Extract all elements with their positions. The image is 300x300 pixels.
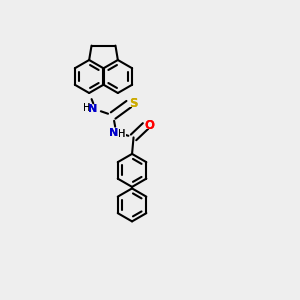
Text: S: S [129, 97, 138, 110]
Text: N: N [109, 128, 118, 138]
FancyBboxPatch shape [145, 121, 154, 129]
Text: H: H [83, 103, 90, 113]
Text: N: N [109, 128, 118, 138]
Text: H: H [83, 103, 90, 113]
Text: N: N [88, 104, 98, 114]
FancyBboxPatch shape [129, 99, 138, 107]
Text: N: N [88, 104, 98, 114]
Text: H: H [118, 129, 125, 140]
Text: H: H [118, 129, 125, 140]
Text: S: S [129, 97, 138, 110]
FancyBboxPatch shape [110, 129, 126, 137]
FancyBboxPatch shape [82, 105, 99, 113]
Text: O: O [145, 118, 155, 132]
Text: O: O [145, 118, 155, 132]
